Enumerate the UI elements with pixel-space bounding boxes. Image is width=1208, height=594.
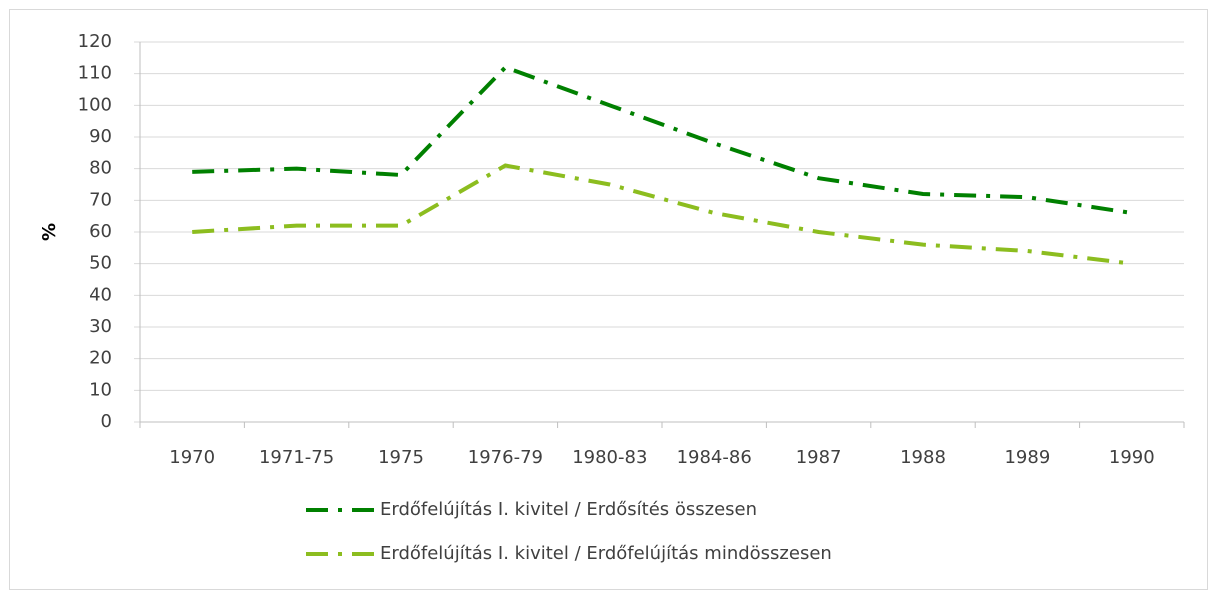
series-line <box>192 163 1133 266</box>
y-axis-label: % <box>39 223 60 241</box>
legend-label: Erdőfelújítás I. kivitel / Erdősítés öss… <box>380 499 757 520</box>
x-tick-label: 1984-86 <box>677 447 752 468</box>
y-tick-label: 0 <box>101 411 112 432</box>
y-tick-label: 100 <box>78 94 112 115</box>
x-tick-label: 1980-83 <box>572 447 647 468</box>
y-tick-label: 90 <box>89 126 112 147</box>
y-tick-label: 120 <box>78 31 112 52</box>
y-tick-label: 60 <box>89 221 112 242</box>
y-tick-label: 50 <box>89 253 112 274</box>
y-tick-label: 70 <box>89 189 112 210</box>
x-tick-label: 1975 <box>378 447 424 468</box>
y-tick-label: 10 <box>89 379 112 400</box>
y-tick-label: 80 <box>89 158 112 179</box>
x-tick-label: 1971-75 <box>259 447 334 468</box>
x-tick-label: 1987 <box>796 447 842 468</box>
series-line <box>192 65 1133 215</box>
x-tick-label: 1990 <box>1109 447 1155 468</box>
y-tick-label: 30 <box>89 316 112 337</box>
x-tick-label: 1970 <box>169 447 215 468</box>
x-tick-label: 1989 <box>1004 447 1050 468</box>
y-tick-label: 110 <box>78 63 112 84</box>
legend-label: Erdőfelújítás I. kivitel / Erdőfelújítás… <box>380 543 832 564</box>
x-tick-label: 1976-79 <box>468 447 543 468</box>
y-tick-label: 40 <box>89 284 112 305</box>
y-tick-label: 20 <box>89 348 112 369</box>
x-tick-label: 1988 <box>900 447 946 468</box>
